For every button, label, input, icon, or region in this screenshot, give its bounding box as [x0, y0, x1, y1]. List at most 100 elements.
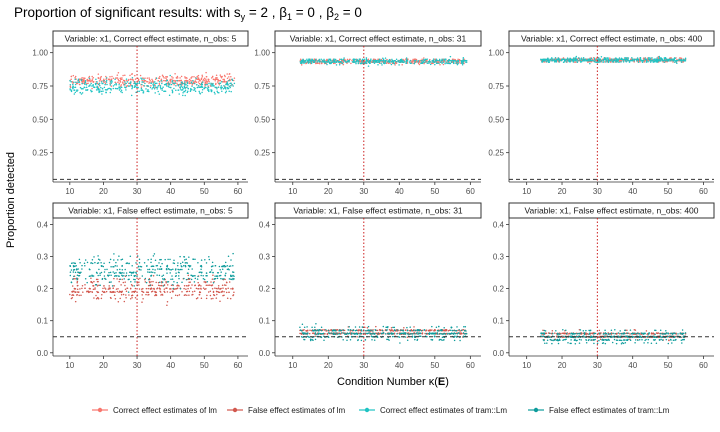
data-point: [380, 58, 383, 61]
data-point: [184, 79, 186, 82]
data-point: [421, 59, 423, 62]
data-point: [185, 84, 187, 86]
data-point: [627, 59, 630, 62]
data-point: [209, 294, 212, 297]
data-point: [134, 281, 136, 283]
data-point: [577, 57, 580, 59]
data-point: [74, 77, 76, 79]
data-point: [160, 79, 163, 82]
data-point: [406, 326, 408, 329]
data-point: [128, 82, 131, 84]
data-point: [335, 332, 338, 334]
data-point: [582, 58, 585, 61]
data-point: [596, 58, 599, 61]
data-point: [117, 71, 120, 74]
data-point: [77, 268, 79, 270]
data-point: [433, 330, 435, 332]
data-point: [217, 291, 219, 293]
data-point: [684, 332, 687, 334]
data-point: [420, 329, 423, 332]
data-point: [69, 84, 72, 86]
data-point: [377, 58, 379, 61]
data-point: [326, 58, 328, 61]
data-point: [620, 61, 622, 63]
data-point: [69, 265, 72, 267]
data-point: [88, 77, 91, 79]
data-point: [110, 78, 112, 80]
facet-strip: [508, 202, 715, 219]
data-point: [191, 268, 193, 270]
facet-panels: Variable: x1, Correct effect estimate, n…: [32, 30, 715, 370]
data-point: [84, 284, 86, 286]
data-point: [574, 57, 577, 59]
data-point: [434, 329, 437, 331]
data-point: [144, 77, 146, 79]
data-point: [161, 89, 163, 91]
data-point: [71, 81, 74, 83]
data-point: [411, 59, 413, 62]
data-point: [659, 60, 662, 62]
data-point: [549, 60, 551, 62]
data-point: [190, 278, 193, 281]
data-point: [161, 74, 164, 76]
y-tick-label: 0.75: [254, 82, 270, 91]
data-point: [166, 291, 169, 293]
data-point: [413, 62, 416, 65]
data-point: [200, 285, 202, 287]
data-point: [186, 86, 188, 89]
data-point: [78, 271, 81, 274]
y-tick-label: 0.75: [488, 82, 504, 91]
data-point: [88, 75, 91, 78]
data-point: [97, 274, 99, 277]
data-point: [218, 91, 220, 94]
data-point: [84, 77, 86, 79]
data-point: [91, 80, 94, 82]
data-point: [72, 271, 75, 273]
data-point: [645, 60, 648, 62]
data-point: [310, 60, 313, 62]
data-point: [605, 61, 607, 63]
data-point: [343, 329, 346, 332]
data-point: [378, 60, 380, 63]
data-point: [611, 61, 614, 63]
data-point: [105, 290, 108, 293]
data-point: [395, 61, 398, 63]
data-point: [98, 268, 100, 271]
data-point: [185, 278, 188, 281]
data-point: [390, 332, 393, 334]
data-point: [170, 86, 172, 89]
x-tick-label: 20: [99, 361, 108, 370]
data-point: [439, 60, 441, 62]
data-point: [161, 262, 163, 265]
x-tick-label: 30: [359, 361, 368, 370]
data-point: [228, 265, 231, 268]
data-point: [141, 79, 143, 82]
data-point: [175, 84, 177, 87]
data-point: [109, 271, 112, 274]
data-point: [555, 60, 557, 62]
data-point: [81, 264, 83, 267]
data-point: [607, 59, 610, 62]
data-point: [132, 290, 134, 293]
data-point: [88, 85, 90, 87]
data-point: [370, 58, 372, 60]
data-point: [321, 59, 324, 62]
data-point: [144, 277, 147, 280]
data-point: [70, 269, 73, 271]
data-point: [171, 278, 174, 280]
data-point: [73, 275, 75, 278]
data-point: [133, 285, 135, 287]
data-point: [570, 339, 572, 341]
data-point: [162, 75, 164, 78]
data-point: [190, 81, 193, 83]
data-point: [629, 339, 632, 342]
data-point: [589, 57, 591, 59]
data-point: [226, 81, 229, 83]
data-point: [123, 300, 126, 303]
x-tick-label: 50: [430, 361, 439, 370]
data-point: [334, 58, 337, 61]
data-point: [213, 85, 215, 87]
data-point: [335, 64, 338, 66]
data-point: [379, 58, 381, 60]
data-point: [157, 268, 159, 270]
